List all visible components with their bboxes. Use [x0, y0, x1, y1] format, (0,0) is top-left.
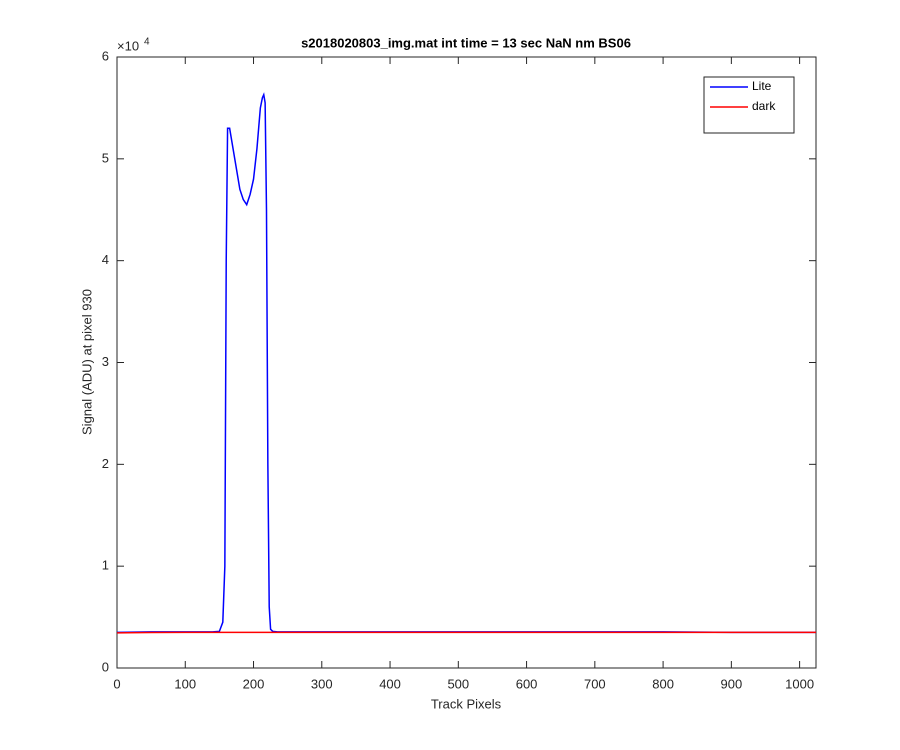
x-tick-label: 0	[113, 676, 120, 691]
x-tick-label: 900	[721, 676, 743, 691]
x-tick-label: 400	[379, 676, 401, 691]
x-axis-label: Track Pixels	[431, 696, 502, 711]
x-tick-label: 300	[311, 676, 333, 691]
y-axis-label: Signal (ADU) at pixel 930	[79, 289, 94, 435]
y-tick-label: 1	[102, 558, 109, 573]
x-tick-label: 600	[516, 676, 538, 691]
chart-title: s2018020803_img.mat int time = 13 sec Na…	[301, 35, 631, 50]
y-tick-label: 3	[102, 354, 109, 369]
y-scale-base: ×10	[117, 38, 139, 53]
y-tick-label: 6	[102, 48, 109, 63]
legend-label: Lite	[752, 79, 772, 93]
plot-area	[116, 56, 817, 669]
x-tick-label: 100	[174, 676, 196, 691]
y-tick-label: 4	[102, 252, 109, 267]
series-line	[116, 631, 816, 634]
y-tick-label: 5	[102, 150, 109, 165]
x-tick-label: 200	[243, 676, 265, 691]
x-tick-label: 800	[652, 676, 674, 691]
y-tick-label: 0	[102, 659, 109, 674]
y-tick-label: 2	[102, 456, 109, 471]
y-scale-exponent: 4	[144, 37, 150, 48]
legend-box	[703, 76, 795, 134]
x-tick-label: 700	[584, 676, 606, 691]
legend-label: dark	[752, 99, 776, 113]
x-tick-label: 500	[447, 676, 469, 691]
x-tick-label: 1000	[785, 676, 814, 691]
